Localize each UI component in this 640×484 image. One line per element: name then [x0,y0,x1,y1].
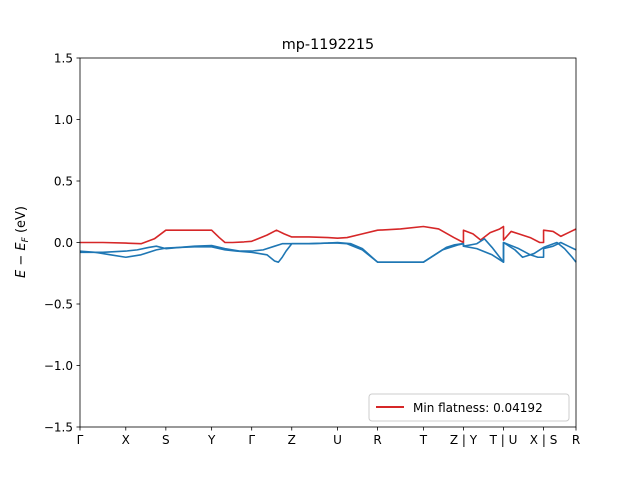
x-tick-label: T | U [489,433,518,447]
x-axis-ticks: Γ X S Y Γ Z U R T Z | Y T | U X | S R [77,427,580,447]
x-tick-label: R [572,433,580,447]
legend-label: Min flatness: 0.04192 [413,401,543,415]
legend-box [368,393,570,422]
x-tick-label: Γ [248,433,255,447]
x-tick-label: X | S [530,433,558,447]
band-line-3 [79,241,577,263]
x-tick-label: U [333,433,342,447]
x-tick-label: Z [288,433,296,447]
x-tick-label: R [373,433,381,447]
y-tick-label: −0.5 [44,298,73,312]
y-tick-label: 0.0 [54,236,73,250]
x-tick-label: Γ [77,433,84,447]
y-tick-label: −1.0 [44,359,73,373]
series-layer [79,225,577,263]
chart-title: mp-1192215 [282,37,374,53]
x-tick-label: X [122,433,130,447]
y-tick-label: −1.5 [44,421,73,435]
x-tick-label: S [162,433,170,447]
band-line-1 [80,225,577,245]
y-tick-label: 1.0 [54,113,73,127]
x-tick-label: T [419,433,428,447]
plot-frame [79,57,577,428]
y-axis-label: E − EF (eV) [14,206,31,278]
x-tick-label: Y [207,433,216,447]
y-axis-ticks: 1.5 1.0 0.5 0.0 −0.5 −1.0 −1.5 [44,52,80,435]
y-tick-label: 1.5 [54,52,73,66]
y-tick-label: 0.5 [54,175,73,189]
x-tick-label: Z | Y [450,433,478,447]
legend: Min flatness: 0.04192 [368,393,570,422]
